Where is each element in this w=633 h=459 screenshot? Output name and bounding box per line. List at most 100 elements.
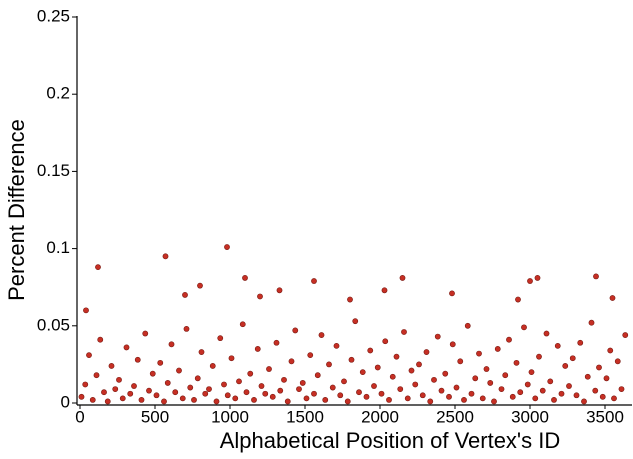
point [191, 397, 197, 403]
point [468, 390, 475, 397]
point [93, 372, 100, 379]
point [381, 287, 388, 294]
point [517, 389, 524, 396]
point [423, 349, 430, 355]
point [243, 389, 250, 396]
point [401, 329, 407, 335]
point [438, 387, 445, 394]
point [276, 287, 283, 294]
point [434, 333, 441, 340]
point [202, 390, 209, 397]
point [329, 384, 336, 391]
point [217, 335, 224, 342]
point [162, 253, 169, 260]
point [352, 318, 359, 325]
point [179, 395, 186, 402]
point [228, 355, 235, 362]
point [609, 295, 616, 301]
point [521, 324, 527, 331]
x-tick-label: 1500 [286, 407, 324, 426]
point [611, 395, 617, 402]
point [356, 389, 362, 396]
point [341, 378, 347, 385]
point [101, 389, 107, 396]
point [386, 397, 392, 403]
point [138, 397, 145, 403]
point [374, 364, 381, 371]
point [347, 296, 353, 303]
point [498, 386, 505, 393]
point [146, 387, 152, 394]
point [547, 378, 554, 385]
x-tick-label: 500 [141, 407, 169, 426]
point [224, 244, 230, 250]
point [577, 339, 584, 346]
point [78, 393, 85, 400]
point [123, 344, 130, 351]
point [131, 383, 137, 389]
y-tick-label: 0.05 [37, 315, 70, 334]
x-axis-title: Alphabetical Position of Vertex's ID [220, 428, 561, 453]
point [303, 395, 310, 402]
point [149, 370, 156, 377]
point [311, 390, 317, 397]
y-tick-label: 0.25 [37, 6, 70, 25]
point [183, 325, 190, 332]
x-tick-label: 2500 [436, 407, 474, 426]
point [89, 397, 96, 403]
point [539, 387, 546, 394]
point [588, 319, 595, 326]
point [562, 363, 569, 369]
point [569, 355, 576, 362]
point [457, 358, 464, 365]
point [397, 386, 404, 393]
point [593, 273, 599, 280]
point [299, 380, 306, 386]
point [483, 366, 490, 372]
point [288, 358, 295, 365]
point [442, 370, 449, 377]
point [112, 386, 119, 393]
point [487, 380, 494, 386]
y-tick-label: 0.2 [46, 84, 70, 103]
point [326, 361, 332, 368]
point [566, 383, 572, 389]
point [311, 278, 317, 284]
point [584, 373, 591, 380]
point [104, 398, 111, 405]
point [307, 352, 314, 359]
y-tick-label: 0.15 [37, 161, 70, 180]
point [322, 397, 329, 403]
point [134, 356, 141, 363]
point [476, 350, 482, 357]
point [359, 369, 366, 376]
point [83, 307, 89, 314]
point [558, 390, 565, 397]
point [221, 381, 227, 388]
point [419, 392, 426, 399]
point [607, 347, 614, 354]
point [266, 366, 272, 372]
point [172, 389, 179, 396]
point [573, 392, 580, 399]
point [333, 342, 340, 349]
point [224, 392, 231, 399]
y-tick-label: 0.1 [46, 238, 70, 257]
point [296, 386, 302, 393]
point [408, 367, 415, 374]
point [232, 395, 239, 402]
point [281, 376, 287, 383]
point [176, 367, 182, 374]
point [464, 322, 471, 329]
point [119, 395, 126, 402]
point [197, 282, 203, 289]
point [427, 398, 434, 405]
point [86, 352, 92, 359]
point [142, 330, 149, 337]
y-tick-label: 0 [61, 392, 70, 411]
point [273, 339, 280, 346]
point [95, 264, 101, 271]
point [97, 336, 104, 343]
